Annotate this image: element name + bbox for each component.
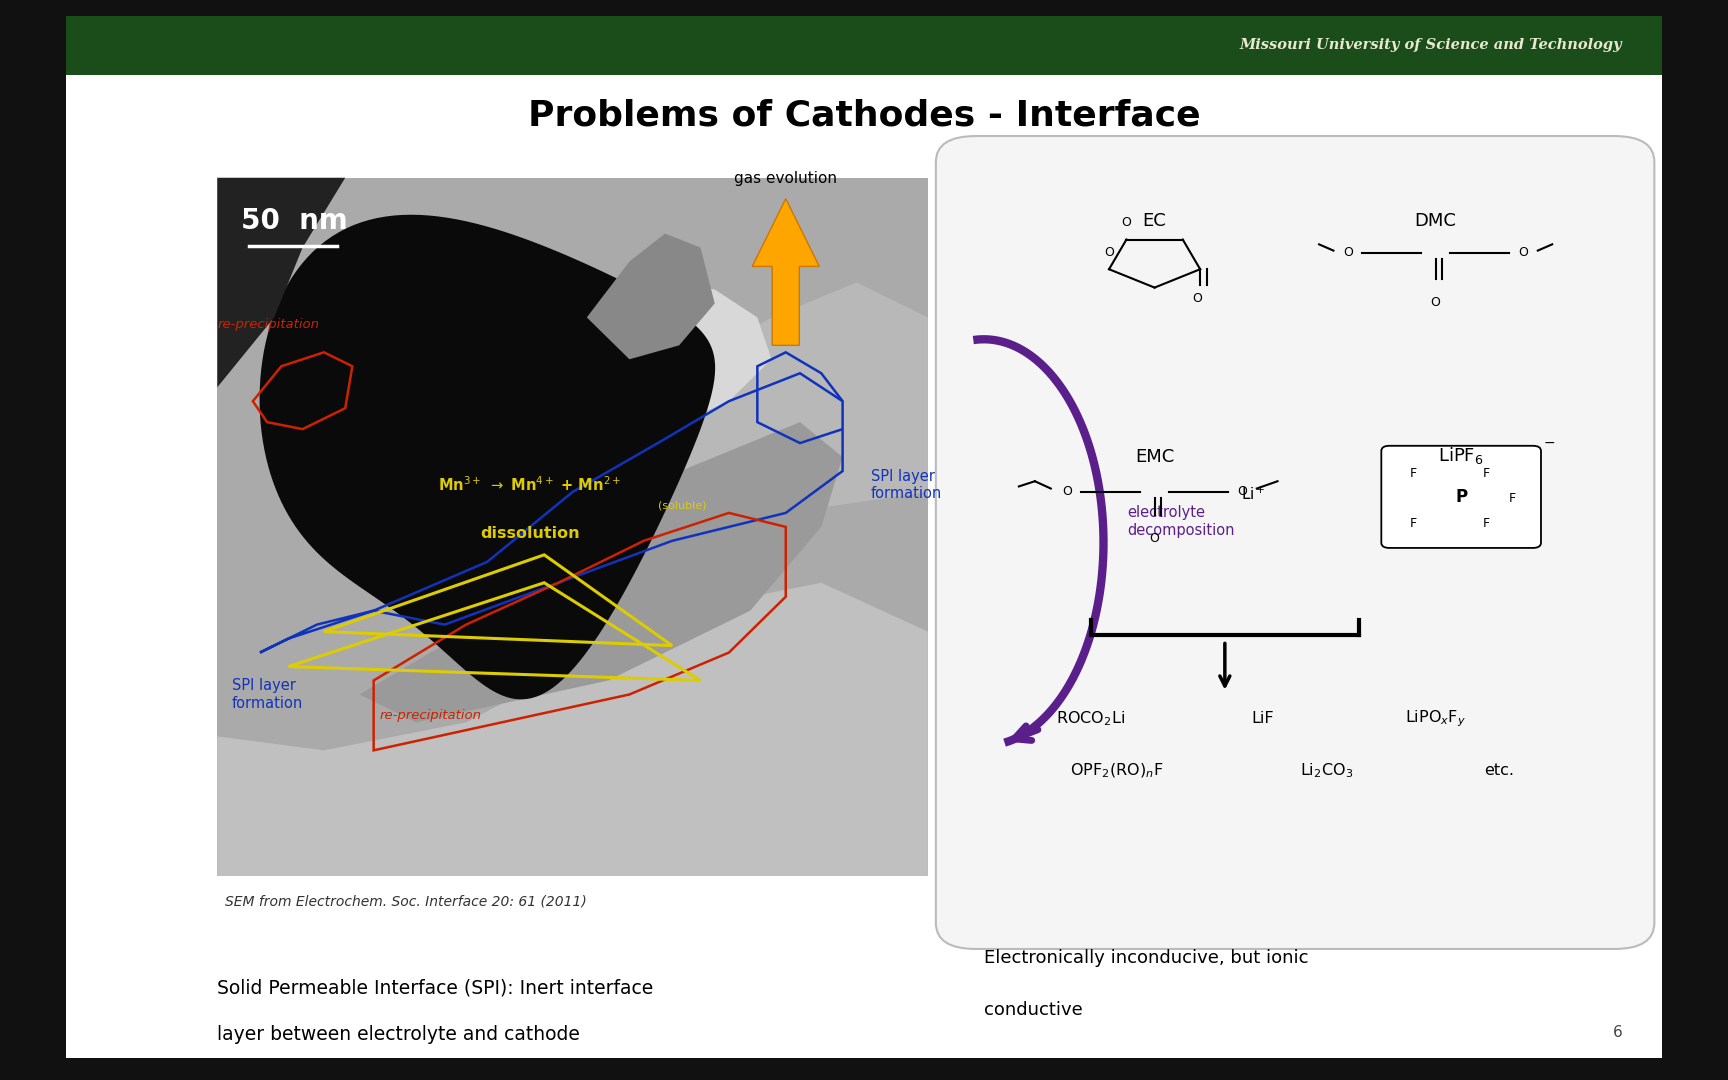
Text: dissolution: dissolution: [480, 526, 581, 541]
Text: O: O: [1104, 246, 1115, 259]
Text: SEM from Electrochem. Soc. Interface 20: 61 (2011): SEM from Electrochem. Soc. Interface 20:…: [225, 894, 588, 908]
Text: gas evolution: gas evolution: [734, 172, 838, 186]
Text: Mn$^{3+}$ $\rightarrow$ Mn$^{4+}$ + Mn$^{2+}$: Mn$^{3+}$ $\rightarrow$ Mn$^{4+}$ + Mn$^…: [439, 475, 622, 495]
Text: electrolyte
decomposition: electrolyte decomposition: [1127, 505, 1236, 538]
Text: LiPF$_6$: LiPF$_6$: [1438, 445, 1484, 465]
Text: F: F: [1410, 468, 1417, 481]
Text: ROCO$_2$Li: ROCO$_2$Li: [1056, 710, 1125, 728]
Text: 6: 6: [1612, 1025, 1623, 1040]
Polygon shape: [218, 178, 346, 388]
Text: SPI layer
formation: SPI layer formation: [871, 469, 942, 501]
Text: LiF: LiF: [1251, 712, 1275, 726]
Text: LiPO$_x$F$_y$: LiPO$_x$F$_y$: [1405, 708, 1465, 729]
Text: layer between electrolyte and cathode: layer between electrolyte and cathode: [218, 1025, 581, 1044]
Text: 50  nm: 50 nm: [242, 207, 347, 235]
Text: O: O: [1343, 246, 1353, 259]
Text: F: F: [1483, 517, 1490, 530]
Text: O: O: [1519, 246, 1528, 259]
Text: Li$^+$: Li$^+$: [1241, 486, 1267, 503]
Text: DMC: DMC: [1415, 212, 1457, 230]
Text: F: F: [1509, 492, 1515, 505]
Text: Missouri University of Science and Technology: Missouri University of Science and Techn…: [1239, 39, 1623, 53]
Text: OPF$_2$(RO)$_n$F: OPF$_2$(RO)$_n$F: [1070, 761, 1163, 780]
Text: Problems of Cathodes - Interface: Problems of Cathodes - Interface: [527, 98, 1201, 132]
FancyBboxPatch shape: [1381, 446, 1541, 548]
Text: re-precipitation: re-precipitation: [218, 319, 320, 332]
Text: P: P: [1455, 488, 1467, 505]
Text: EMC: EMC: [1135, 447, 1175, 465]
Polygon shape: [259, 215, 715, 700]
Text: Solid Permeable Interface (SPI): Inert interface: Solid Permeable Interface (SPI): Inert i…: [218, 978, 653, 997]
Text: etc.: etc.: [1484, 764, 1514, 779]
Polygon shape: [359, 422, 843, 723]
Text: re-precipitation: re-precipitation: [380, 708, 482, 721]
Text: O: O: [1149, 532, 1159, 545]
Polygon shape: [752, 199, 819, 346]
Text: F: F: [1410, 517, 1417, 530]
Text: O: O: [1061, 485, 1071, 498]
Bar: [218, 178, 928, 876]
Bar: [66, 16, 1662, 75]
Polygon shape: [218, 583, 928, 876]
Text: O: O: [1121, 216, 1132, 229]
Polygon shape: [588, 233, 715, 360]
Text: $-$: $-$: [1543, 435, 1555, 449]
Text: O: O: [1431, 296, 1441, 310]
Polygon shape: [608, 283, 928, 513]
Text: EC: EC: [1142, 212, 1166, 230]
Text: Electronically inconducive, but ionic: Electronically inconducive, but ionic: [983, 949, 1308, 967]
Text: conductive: conductive: [983, 1001, 1082, 1020]
Text: (soluble): (soluble): [658, 501, 707, 511]
Text: Li$_2$CO$_3$: Li$_2$CO$_3$: [1301, 761, 1353, 780]
Text: O: O: [1237, 485, 1248, 498]
Polygon shape: [537, 283, 772, 429]
Text: SPI layer
formation: SPI layer formation: [232, 678, 302, 711]
FancyBboxPatch shape: [937, 136, 1654, 949]
Text: F: F: [1483, 468, 1490, 481]
Text: O: O: [1192, 293, 1203, 306]
